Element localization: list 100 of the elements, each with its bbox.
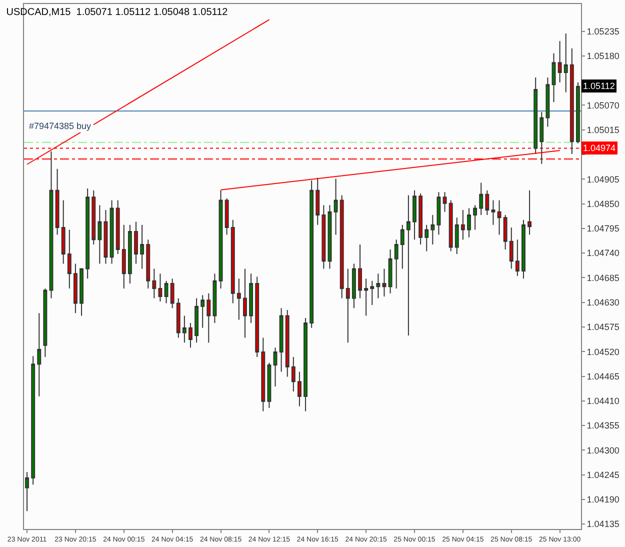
candlestick: [170, 278, 174, 309]
candlestick: [491, 200, 496, 226]
candlestick: [152, 268, 156, 299]
candlestick: [25, 472, 30, 512]
y-tick-label: 1.04410: [586, 396, 620, 406]
candlestick: [412, 190, 416, 240]
candlestick: [146, 239, 150, 289]
candlestick: [485, 190, 490, 216]
annotation: 1.05112: [583, 81, 615, 91]
candlestick: [273, 347, 278, 388]
chart-title: USDCAD,M15 1.05071 1.05112 1.05048 1.05112: [6, 7, 228, 18]
candlestick: [479, 182, 484, 216]
y-tick-label: 1.04355: [586, 420, 620, 431]
candlestick: [212, 273, 217, 324]
candlestick: [454, 217, 459, 254]
y-tick-label: 1.04300: [586, 445, 620, 456]
candlestick: [503, 214, 508, 250]
y-tick-label: 1.04575: [586, 322, 620, 332]
candlestick: [230, 219, 235, 304]
y-tick-label: 1.04190: [586, 494, 620, 505]
candlestick: [570, 48, 574, 155]
candlestick: [200, 294, 205, 328]
candlestick: [218, 190, 223, 289]
candlestick: [49, 150, 54, 299]
candlestick: [540, 111, 544, 164]
candlestick: [55, 168, 60, 236]
candlestick: [104, 210, 108, 264]
candlestick: [534, 76, 538, 155]
y-tick-label: 1.04850: [586, 198, 620, 209]
y-tick-label: 1.05235: [586, 26, 620, 36]
candlestick: [37, 312, 42, 397]
candlestick: [134, 221, 138, 264]
candlestick: [558, 40, 562, 83]
candlestick: [304, 318, 308, 412]
y-tick-label: 1.04905: [586, 174, 620, 184]
candlestick: [43, 288, 48, 358]
candlestick: [140, 224, 144, 270]
candlestick: [328, 204, 332, 270]
candlestick: [236, 278, 241, 320]
candlestick: [564, 33, 568, 93]
candlestick: [552, 52, 556, 103]
y-tick-label: 1.04465: [586, 371, 620, 382]
y-tick-label: 1.05015: [586, 125, 620, 136]
candlestick: [86, 188, 90, 280]
candlestick: [473, 204, 478, 230]
candlestick: [497, 200, 502, 236]
candlestick: [291, 356, 296, 392]
candlestick: [346, 268, 350, 344]
candlestick: [98, 204, 102, 264]
candlestick: [340, 194, 344, 299]
candlestick: [182, 315, 186, 344]
candlestick: [424, 224, 429, 252]
candlestick: [418, 192, 423, 246]
y-tick-label: 1.04685: [586, 272, 620, 283]
candlestick: [158, 273, 162, 302]
ref-line-label: 1.04974: [583, 143, 616, 153]
y-tick-label: 1.04520: [586, 346, 620, 357]
candlestick: [116, 200, 120, 254]
candlestick: [546, 76, 550, 128]
y-tick-label: 1.04245: [586, 470, 620, 480]
candlestick: [376, 273, 380, 299]
candlestick: [448, 200, 453, 252]
candlestick: [430, 214, 435, 246]
candlestick: [442, 192, 447, 212]
candlestick: [122, 224, 126, 289]
candlestick: [358, 244, 362, 299]
y-tick-label: 1.05070: [586, 100, 620, 110]
candlestick: [467, 208, 471, 238]
y-tick-label: 1.04795: [586, 224, 620, 234]
candlestick: [249, 273, 254, 324]
candlestick: [267, 362, 272, 409]
candlestick: [460, 210, 465, 240]
candlestick: [80, 268, 84, 316]
y-tick-label: 1.04630: [586, 297, 620, 308]
candlestick: [334, 178, 338, 236]
candlestick: [206, 292, 211, 344]
candlestick: [164, 280, 168, 304]
candlestick: [382, 268, 386, 298]
candlestick: [388, 248, 392, 294]
y-tick-label: 1.04740: [586, 248, 620, 258]
candlestick: [92, 190, 96, 246]
candlestick: [67, 229, 72, 289]
candlestick: [261, 337, 266, 412]
candlestick: [279, 308, 284, 372]
candlestick: [400, 224, 404, 270]
candlestick: [31, 356, 36, 486]
candlestick: [224, 198, 229, 236]
candlestick: [194, 298, 199, 344]
candlestick: [73, 263, 78, 314]
annotation: #79474385 buy: [29, 121, 92, 131]
candlestick: [310, 180, 314, 328]
candlestick: [110, 200, 114, 264]
candlestick: [297, 371, 302, 407]
candlestick: [509, 227, 514, 270]
candlestick: [370, 280, 374, 306]
candlestick: [128, 224, 132, 284]
candlestick: [515, 239, 520, 276]
candlestick: [255, 276, 260, 358]
candlestick: [436, 192, 441, 236]
candlestick: [316, 177, 320, 226]
